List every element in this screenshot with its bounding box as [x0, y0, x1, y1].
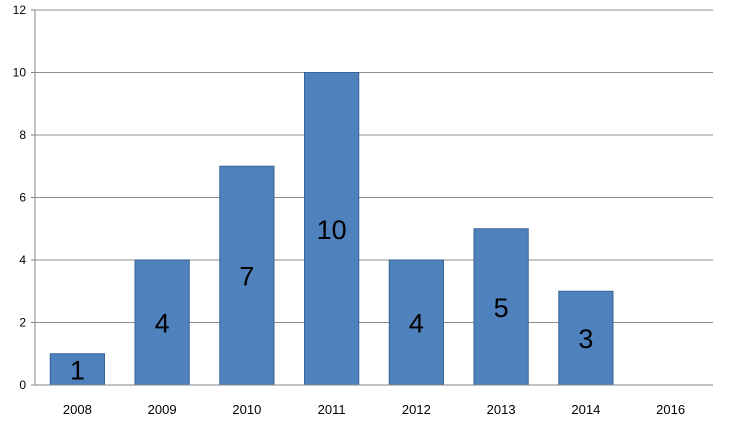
y-tick-label: 8 [19, 128, 26, 142]
y-axis-ticks: 0 2 4 6 8 10 12 [13, 3, 35, 392]
x-tick-label: 2009 [148, 402, 177, 417]
data-label-2013: 5 [494, 293, 509, 323]
y-tick-label: 6 [19, 191, 26, 205]
data-label-2011: 10 [317, 215, 347, 245]
x-tick-label: 2011 [318, 402, 346, 417]
x-tick-label: 2013 [487, 402, 516, 417]
x-tick-label: 2016 [656, 402, 685, 417]
x-axis-ticks: 2008 2009 2010 2011 2012 2013 2014 2016 [63, 402, 685, 417]
data-label-2008: 1 [70, 355, 85, 385]
x-tick-label: 2012 [402, 402, 431, 417]
y-tick-label: 2 [19, 316, 26, 330]
data-label-2014: 3 [578, 324, 593, 354]
bar-2008 [49, 353, 105, 386]
y-tick-label: 12 [13, 3, 27, 17]
y-tick-label: 10 [13, 66, 27, 80]
data-label-2010: 7 [239, 262, 254, 292]
data-labels: 1 4 7 10 4 5 3 [70, 215, 594, 386]
bar-2012 [388, 259, 444, 386]
data-label-2009: 4 [155, 309, 170, 339]
bar-2014 [558, 290, 614, 386]
bar-2009 [134, 259, 190, 386]
bars [49, 72, 614, 386]
data-label-2012: 4 [409, 309, 424, 339]
x-tick-label: 2014 [571, 402, 600, 417]
y-tick-label: 4 [19, 253, 26, 267]
bar-2010 [219, 165, 275, 386]
y-tick-label: 0 [19, 378, 26, 392]
x-tick-label: 2008 [63, 402, 92, 417]
x-tick-label: 2010 [232, 402, 261, 417]
axes [34, 10, 713, 386]
